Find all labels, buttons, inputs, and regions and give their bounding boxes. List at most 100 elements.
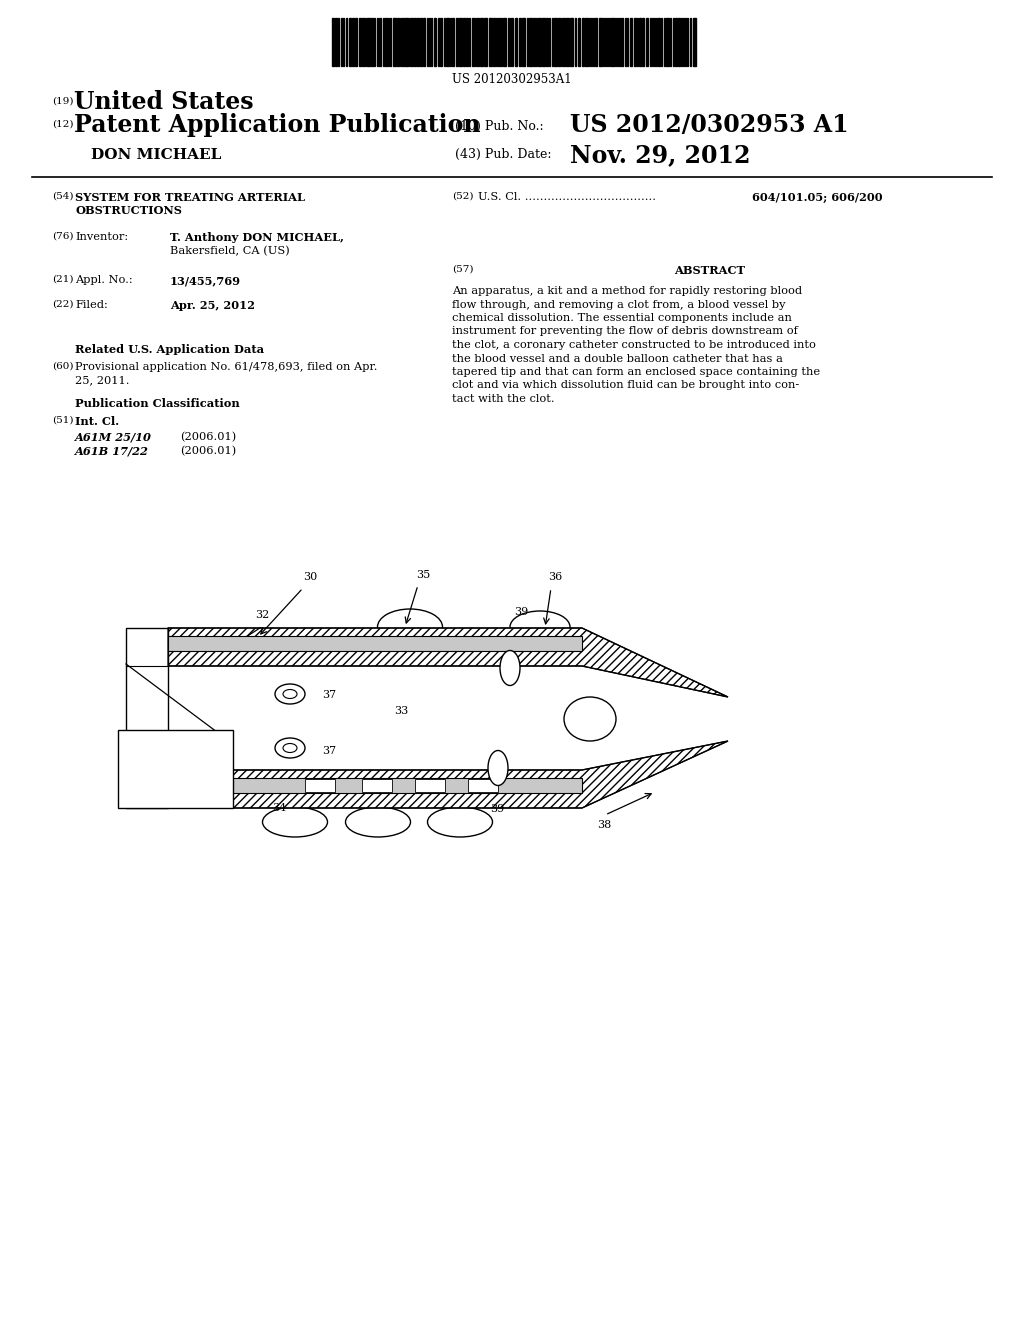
Bar: [332, 18, 334, 66]
Text: SUCTION: SUCTION: [151, 784, 200, 793]
Bar: [611, 18, 614, 66]
Bar: [630, 18, 632, 66]
Text: Int. Cl.: Int. Cl.: [75, 416, 119, 426]
Ellipse shape: [564, 697, 616, 741]
Bar: [529, 18, 532, 66]
Text: tapered tip and that can form an enclosed space containing the: tapered tip and that can form an enclose…: [452, 367, 820, 378]
Ellipse shape: [275, 684, 305, 704]
Bar: [359, 18, 361, 66]
Bar: [595, 18, 597, 66]
Text: A61B 17/22: A61B 17/22: [75, 446, 148, 457]
Bar: [563, 18, 565, 66]
Bar: [414, 18, 416, 66]
Bar: [440, 18, 442, 66]
Ellipse shape: [488, 751, 508, 785]
Bar: [678, 18, 680, 66]
Bar: [546, 18, 548, 66]
Ellipse shape: [275, 738, 305, 758]
Bar: [534, 18, 535, 66]
Text: (2006.01): (2006.01): [180, 446, 237, 457]
Bar: [385, 18, 387, 66]
Bar: [472, 18, 474, 66]
Text: TREATMENT: TREATMENT: [142, 742, 209, 751]
Bar: [367, 18, 370, 66]
Text: (2006.01): (2006.01): [180, 432, 237, 442]
Text: (22): (22): [52, 300, 74, 309]
Bar: [305, 779, 335, 792]
Text: the blood vessel and a double balloon catheter that has a: the blood vessel and a double balloon ca…: [452, 354, 783, 363]
Bar: [362, 779, 392, 792]
Text: FLUID: FLUID: [159, 756, 193, 766]
Ellipse shape: [262, 807, 328, 837]
Bar: [446, 18, 449, 66]
Bar: [362, 18, 364, 66]
Bar: [538, 18, 541, 66]
Text: Publication Classification: Publication Classification: [75, 399, 240, 409]
Text: T. Anthony DON MICHAEL,: T. Anthony DON MICHAEL,: [170, 232, 344, 243]
Bar: [379, 18, 381, 66]
Bar: [371, 18, 373, 66]
Text: clot and via which dissolution fluid can be brought into con-: clot and via which dissolution fluid can…: [452, 380, 800, 391]
Text: 38: 38: [597, 820, 611, 830]
Bar: [675, 18, 677, 66]
Text: Provisional application No. 61/478,693, filed on Apr.: Provisional application No. 61/478,693, …: [75, 362, 378, 372]
Text: An apparatus, a kit and a method for rapidly restoring blood: An apparatus, a kit and a method for rap…: [452, 286, 802, 296]
Bar: [420, 18, 422, 66]
Text: Related U.S. Application Data: Related U.S. Application Data: [75, 345, 264, 355]
Bar: [498, 18, 500, 66]
Text: Appl. No.:: Appl. No.:: [75, 275, 133, 285]
Text: (52): (52): [452, 191, 473, 201]
Text: (57): (57): [452, 265, 473, 275]
Bar: [411, 18, 413, 66]
Bar: [693, 18, 696, 66]
Bar: [352, 18, 354, 66]
Polygon shape: [168, 628, 728, 697]
Text: 37: 37: [322, 746, 336, 756]
Text: US 2012/0302953 A1: US 2012/0302953 A1: [570, 114, 849, 137]
Text: chemical dissolution. The essential components include an: chemical dissolution. The essential comp…: [452, 313, 792, 323]
Text: Patent Application Publication: Patent Application Publication: [74, 114, 480, 137]
Polygon shape: [168, 741, 728, 808]
Text: 604/101.05; 606/200: 604/101.05; 606/200: [752, 191, 883, 203]
Text: Nov. 29, 2012: Nov. 29, 2012: [570, 143, 751, 168]
Bar: [666, 18, 669, 66]
Bar: [415, 779, 445, 792]
Text: A61M 25/10: A61M 25/10: [75, 432, 152, 444]
Bar: [515, 18, 517, 66]
Bar: [621, 18, 623, 66]
Bar: [566, 18, 569, 66]
Text: (43) Pub. Date:: (43) Pub. Date:: [455, 148, 552, 161]
Text: (10) Pub. No.:: (10) Pub. No.:: [455, 120, 544, 133]
Bar: [417, 18, 419, 66]
Bar: [434, 18, 436, 66]
Bar: [582, 18, 584, 66]
Text: Bakersfield, CA (US): Bakersfield, CA (US): [170, 246, 290, 256]
Bar: [658, 18, 660, 66]
Bar: [402, 18, 404, 66]
Text: 35: 35: [416, 570, 430, 579]
Ellipse shape: [510, 611, 570, 643]
Bar: [126, 628, 168, 808]
Bar: [349, 18, 351, 66]
Ellipse shape: [500, 651, 520, 685]
Text: (12): (12): [52, 120, 74, 129]
Bar: [484, 18, 487, 66]
Text: flow through, and removing a clot from, a blood vessel by: flow through, and removing a clot from, …: [452, 300, 785, 309]
Bar: [489, 18, 492, 66]
Bar: [456, 18, 458, 66]
Text: 25, 2011.: 25, 2011.: [75, 375, 129, 385]
Bar: [639, 18, 641, 66]
Text: (51): (51): [52, 416, 74, 425]
Bar: [503, 18, 506, 66]
Bar: [554, 18, 557, 66]
Bar: [480, 18, 483, 66]
Text: Filed:: Filed:: [75, 300, 108, 310]
Text: (76): (76): [52, 232, 74, 242]
Ellipse shape: [427, 807, 493, 837]
Text: DELIVERY,: DELIVERY,: [147, 770, 203, 779]
Text: SYSTEM FOR TREATING ARTERIAL: SYSTEM FOR TREATING ARTERIAL: [75, 191, 305, 203]
Text: US 20120302953A1: US 20120302953A1: [453, 73, 571, 86]
Bar: [599, 18, 602, 66]
Bar: [634, 18, 636, 66]
Text: 39: 39: [514, 607, 528, 616]
